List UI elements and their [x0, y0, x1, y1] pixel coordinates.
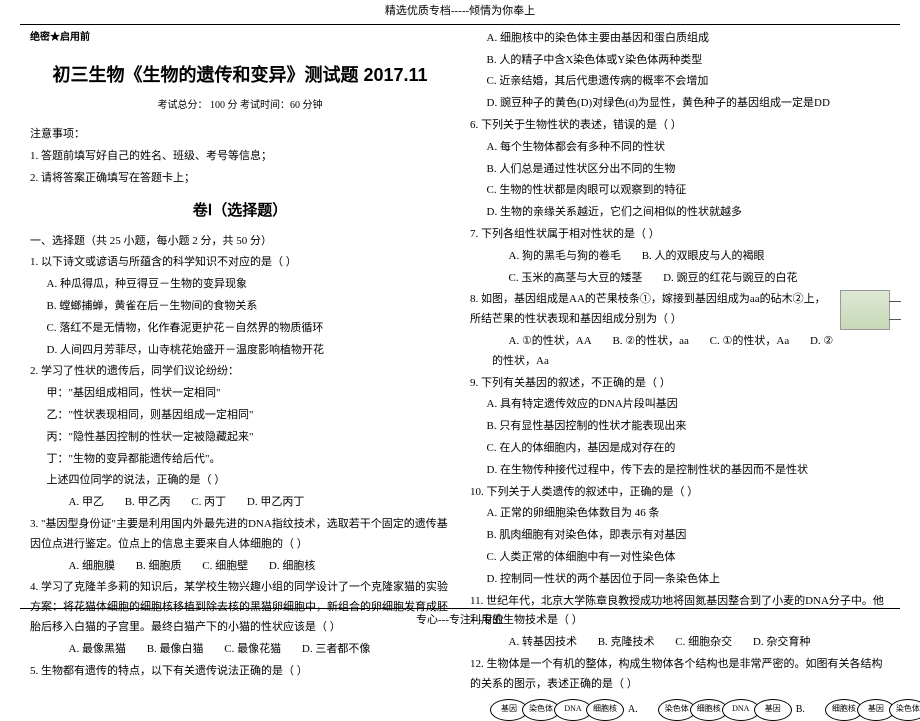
q8: 8. 如图，基因组成是AA的芒果枝条①，嫁接到基因组成为aa的砧木②上，所结芒果…: [470, 290, 890, 330]
notice-2: 2. 请将答案正确填写在答题卡上；: [30, 169, 450, 189]
q7-opt-b: B. 人的双眼皮与人的褐眼: [642, 250, 765, 262]
secret-label: 绝密★启用前: [30, 29, 450, 47]
q11-opt-d: D. 杂交育种: [753, 636, 810, 648]
q11-opt-a: A. 转基因技术: [509, 636, 577, 648]
q12-group-b: 染色体 细胞核 DNA 基因 B.: [658, 699, 805, 721]
q11-opt-b: B. 克隆技术: [598, 636, 655, 648]
q10-a: A. 正常的卵细胞染色体数目为 46 条: [470, 504, 890, 524]
q2-opt-c: C. 丙丁: [191, 496, 226, 508]
q8-options: A. ①的性状，AA B. ②的性状，aa C. ①的性状，Aa D. ②的性状…: [492, 332, 890, 372]
q3-opt-d: D. 细胞核: [269, 560, 315, 572]
q7-row2: C. 玉米的高茎与大豆的矮茎 D. 豌豆的红花与豌豆的白花: [492, 269, 890, 289]
q6-d: D. 生物的亲缘关系越近，它们之间相似的性状就越多: [470, 203, 890, 223]
q2: 2. 学习了性状的遗传后，同学们议论纷纷：: [30, 362, 450, 382]
q12-group-a: 基因 染色体 DNA 细胞核 A.: [490, 699, 638, 721]
q2-opt-d: D. 甲乙丙丁: [247, 496, 304, 508]
q2-line-b: 乙："性状表现相同，则基因组成一定相同": [30, 406, 450, 426]
page-body: 绝密★启用前 初三生物《生物的遗传和变异》测试题 2017.11 考试总分： 1…: [0, 25, 920, 615]
q5-c: C. 近亲结婚，其后代患遗传病的概率不会增加: [470, 72, 890, 92]
page-footer: 专心---专注---专业: [20, 608, 900, 633]
q9-c: C. 在人的体细胞内，基因是成对存在的: [470, 439, 890, 459]
q10-b: B. 肌肉细胞有对染色体，即表示有对基因: [470, 526, 890, 546]
q3-opt-a: A. 细胞膜: [69, 560, 115, 572]
q2-options: A. 甲乙 B. 甲乙丙 C. 丙丁 D. 甲乙丙丁: [52, 493, 450, 513]
q1-d: D. 人间四月芳菲尽，山寺桃花始盛开－温度影响植物开花: [30, 341, 450, 361]
q2-opt-b: B. 甲乙丙: [125, 496, 171, 508]
q9-d: D. 在生物传种接代过程中，传下去的是控制性状的基因而不是性状: [470, 461, 890, 481]
notice-1: 1. 答题前填写好自己的姓名、班级、考号等信息；: [30, 147, 450, 167]
q2-line-d: 丁："生物的变异都能遗传给后代"。: [30, 450, 450, 470]
q5-d: D. 豌豆种子的黄色(D)对绿色(d)为显性，黄色种子的基因组成一定是DD: [470, 94, 890, 114]
exam-subtitle: 考试总分： 100 分 考试时间：60 分钟: [30, 97, 450, 115]
left-column: 绝密★启用前 初三生物《生物的遗传和变异》测试题 2017.11 考试总分： 1…: [20, 25, 460, 615]
q7: 7. 下列各组性状属于相对性状的是（ ）: [470, 225, 890, 245]
oval: 基因: [754, 699, 792, 721]
q10-d: D. 控制同一性状的两个基因位于同一条染色体上: [470, 570, 890, 590]
q8-opt-b: B. ②的性状，aa: [612, 335, 688, 347]
q7-opt-d: D. 豌豆的红花与豌豆的白花: [663, 272, 797, 284]
q3-opt-c: C. 细胞壁: [202, 560, 248, 572]
q4-options: A. 最像黑猫 B. 最像白猫 C. 最像花猫 D. 三者都不像: [52, 640, 450, 660]
section-1-intro: 一、选择题（共 25 小题，每小题 2 分，共 50 分）: [30, 232, 450, 252]
oval: 细胞核: [586, 699, 624, 721]
q10: 10. 下列关于人类遗传的叙述中，正确的是（ ）: [470, 483, 890, 503]
q11-options: A. 转基因技术 B. 克隆技术 C. 细胞杂交 D. 杂交育种: [492, 633, 890, 653]
q1-b: B. 螳螂捕蝉，黄雀在后－生物间的食物关系: [30, 297, 450, 317]
q8-opt-c: C. ①的性状，Aa: [710, 335, 790, 347]
q6-c: C. 生物的性状都是肉眼可以观察到的特征: [470, 181, 890, 201]
q1: 1. 以下诗文或谚语与所蕴含的科学知识不对应的是（ ）: [30, 253, 450, 273]
q7-opt-a: A. 狗的黑毛与狗的卷毛: [509, 250, 621, 262]
page-header: 精选优质专档-----倾情为你奉上: [20, 0, 900, 25]
notice-heading: 注意事项：: [30, 125, 450, 145]
q8-opt-a: A. ①的性状，AA: [509, 335, 592, 347]
q2-line-a: 甲："基因组成相同，性状一定相同": [30, 384, 450, 404]
q12-label-a: A.: [628, 701, 638, 719]
q3: 3. "基因型身份证"主要是利用国内外最先进的DNA指纹技术，选取若干个固定的遗…: [30, 515, 450, 555]
q2-line-c: 丙："隐性基因控制的性状一定被隐藏起来": [30, 428, 450, 448]
q3-opt-b: B. 细胞质: [136, 560, 182, 572]
q5-a: A. 细胞核中的染色体主要由基因和蛋白质组成: [470, 29, 890, 49]
q9-b: B. 只有显性基因控制的性状才能表现出来: [470, 417, 890, 437]
exam-title: 初三生物《生物的遗传和变异》测试题 2017.11: [30, 59, 450, 91]
q12: 12. 生物体是一个有机的整体，构成生物体各个结构也是非常严密的。如图有关各结构…: [470, 655, 890, 695]
q10-c: C. 人类正常的体细胞中有一对性染色体: [470, 548, 890, 568]
right-column: A. 细胞核中的染色体主要由基因和蛋白质组成 B. 人的精子中含X染色体或Y染色…: [460, 25, 900, 615]
q2-prompt: 上述四位同学的说法，正确的是（ ）: [30, 471, 450, 491]
oval: 染色体: [889, 699, 920, 721]
q4-opt-c: C. 最像花猫: [224, 643, 281, 655]
q7-opt-c: C. 玉米的高茎与大豆的矮茎: [509, 272, 643, 284]
q1-a: A. 种瓜得瓜，种豆得豆－生物的变异现象: [30, 275, 450, 295]
q4-opt-a: A. 最像黑猫: [69, 643, 126, 655]
q2-opt-a: A. 甲乙: [69, 496, 104, 508]
q12-group-c: 细胞核 基因 染色体 DNA C.: [825, 699, 920, 721]
q6-b: B. 人们总是通过性状区分出不同的生物: [470, 160, 890, 180]
q6-a: A. 每个生物体都会有多种不同的性状: [470, 138, 890, 158]
q12-diagrams: 基因 染色体 DNA 细胞核 A. 染色体 细胞核 DNA 基因 B. 细胞核 …: [490, 699, 890, 721]
q7-row1: A. 狗的黑毛与狗的卷毛 B. 人的双眼皮与人的褐眼: [492, 247, 890, 267]
q4-opt-b: B. 最像白猫: [147, 643, 204, 655]
section-1-title: 卷Ⅰ（选择题）: [30, 197, 450, 224]
q6: 6. 下列关于生物性状的表述，错误的是（ ）: [470, 116, 890, 136]
q4-opt-d: D. 三者都不像: [302, 643, 370, 655]
q3-options: A. 细胞膜 B. 细胞质 C. 细胞壁 D. 细胞核: [52, 557, 450, 577]
q5: 5. 生物都有遗传的特点，以下有关遗传说法正确的是（ ）: [30, 662, 450, 682]
q11-opt-c: C. 细胞杂交: [675, 636, 732, 648]
grafting-diagram: [840, 290, 890, 330]
q1-c: C. 落红不是无情物，化作春泥更护花－自然界的物质循环: [30, 319, 450, 339]
q9-a: A. 具有特定遗传效应的DNA片段叫基因: [470, 395, 890, 415]
q9: 9. 下列有关基因的叙述，不正确的是（ ）: [470, 374, 890, 394]
q5-b: B. 人的精子中含X染色体或Y染色体两种类型: [470, 51, 890, 71]
q12-label-b: B.: [796, 701, 805, 719]
